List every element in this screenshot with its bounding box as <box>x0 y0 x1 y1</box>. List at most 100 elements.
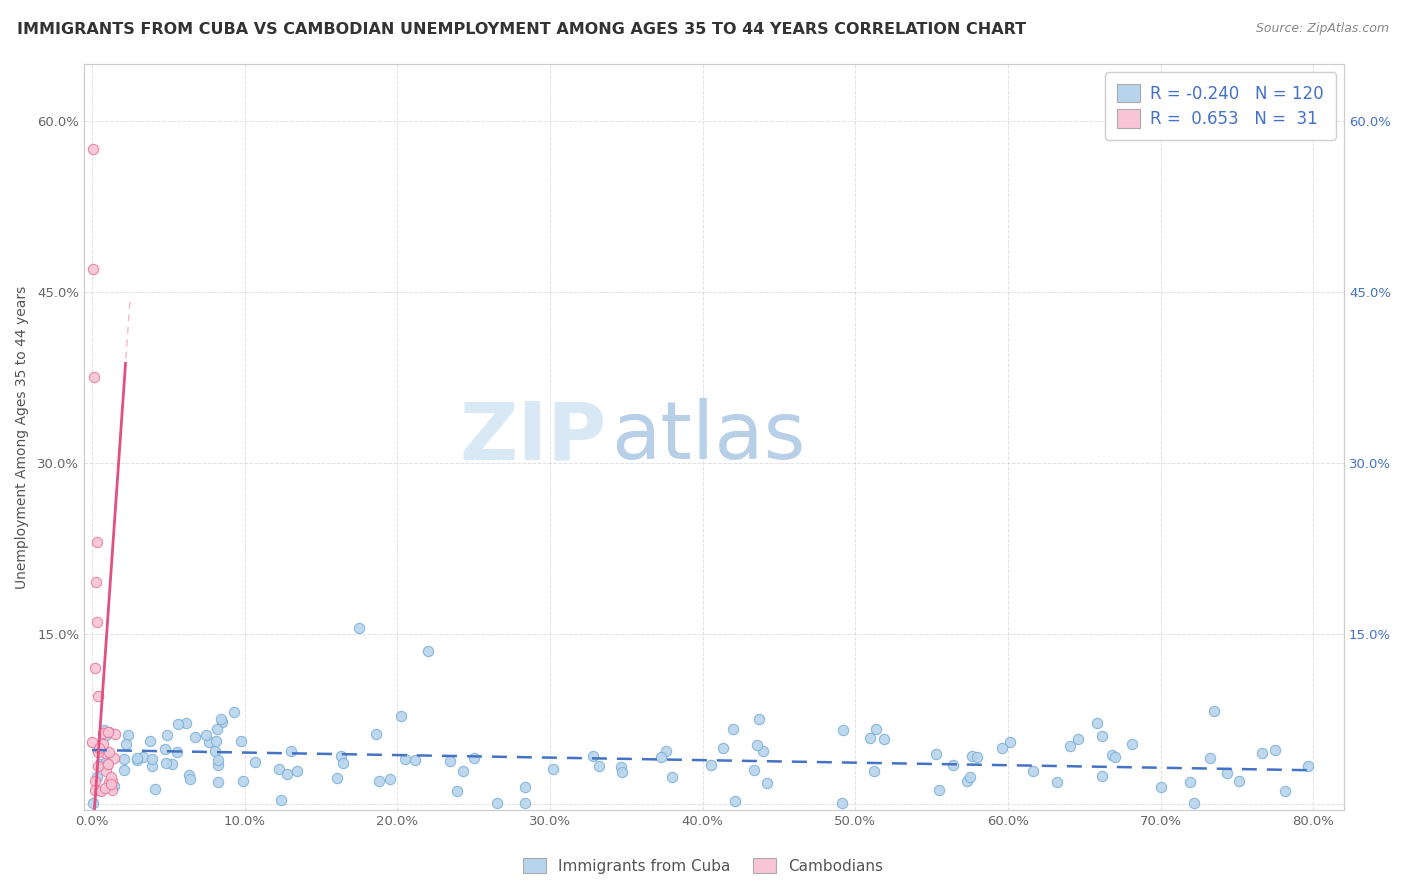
Point <box>446 784 468 798</box>
Point <box>209 712 232 726</box>
Point <box>83 773 105 788</box>
Point <box>1274 783 1296 797</box>
Point <box>94 747 117 761</box>
Point <box>960 748 983 763</box>
Point <box>84 782 107 797</box>
Point <box>183 731 205 745</box>
Point <box>96 758 118 772</box>
Point <box>166 745 188 759</box>
Point <box>368 773 391 788</box>
Point <box>100 776 122 790</box>
Point <box>167 716 190 731</box>
Point <box>1202 704 1225 718</box>
Point <box>745 738 768 752</box>
Point <box>873 732 896 747</box>
Point <box>101 773 124 788</box>
Point <box>1091 769 1114 783</box>
Point <box>91 737 114 751</box>
Point <box>207 758 229 772</box>
Point <box>82 735 104 749</box>
Point <box>243 756 266 770</box>
Point <box>141 759 163 773</box>
Point <box>998 735 1021 749</box>
Point <box>332 756 354 771</box>
Point <box>748 712 770 726</box>
Point <box>990 740 1012 755</box>
Point <box>711 741 734 756</box>
Point <box>207 753 229 767</box>
Text: Source: ZipAtlas.com: Source: ZipAtlas.com <box>1256 22 1389 36</box>
Point <box>98 724 121 739</box>
Point <box>156 728 179 742</box>
Point <box>378 772 401 786</box>
Point <box>928 783 950 797</box>
Point <box>863 764 886 779</box>
Point <box>1215 766 1237 780</box>
Point <box>101 783 124 797</box>
Point <box>125 753 148 767</box>
Point <box>285 764 308 779</box>
Point <box>486 796 509 810</box>
Point <box>959 770 981 784</box>
Point <box>222 705 245 719</box>
Point <box>1104 749 1126 764</box>
Point <box>112 752 135 766</box>
Point <box>1199 751 1222 765</box>
Point <box>280 744 302 758</box>
Point <box>117 728 139 742</box>
Point <box>752 743 775 757</box>
Point <box>865 722 887 736</box>
Point <box>966 750 988 764</box>
Point <box>94 764 117 778</box>
Point <box>347 621 370 635</box>
Point <box>326 772 349 786</box>
Point <box>515 796 537 810</box>
Point <box>515 780 537 794</box>
Point <box>329 748 352 763</box>
Point <box>207 775 229 789</box>
Point <box>84 575 107 590</box>
Point <box>103 750 125 764</box>
Point <box>541 763 564 777</box>
Point <box>439 754 461 768</box>
Point <box>700 757 723 772</box>
Point <box>87 745 110 759</box>
Point <box>100 779 122 793</box>
Point <box>858 731 880 745</box>
Point <box>1046 775 1069 789</box>
Point <box>721 722 744 736</box>
Point <box>463 751 485 765</box>
Point <box>1227 773 1250 788</box>
Point <box>160 756 183 771</box>
Point <box>232 774 254 789</box>
Point <box>90 783 112 797</box>
Point <box>724 794 747 808</box>
Point <box>177 767 200 781</box>
Point <box>1091 729 1114 743</box>
Point <box>87 689 110 703</box>
Point <box>82 796 104 810</box>
Point <box>86 615 108 629</box>
Point <box>82 143 104 157</box>
Point <box>194 728 217 742</box>
Point <box>832 723 855 738</box>
Point <box>198 734 221 748</box>
Point <box>97 775 120 789</box>
Point <box>94 781 117 796</box>
Point <box>582 749 605 764</box>
Legend: R = -0.240   N = 120, R =  0.653   N =  31: R = -0.240 N = 120, R = 0.653 N = 31 <box>1105 72 1336 140</box>
Point <box>1066 731 1088 746</box>
Point <box>925 747 948 761</box>
Point <box>91 726 114 740</box>
Point <box>174 715 197 730</box>
Point <box>1178 774 1201 789</box>
Point <box>179 772 201 786</box>
Point <box>609 760 631 774</box>
Point <box>138 734 160 748</box>
Point <box>276 767 298 781</box>
Point <box>211 715 233 730</box>
Point <box>451 764 474 778</box>
Point <box>1182 796 1205 810</box>
Text: ZIP: ZIP <box>460 398 607 476</box>
Text: atlas: atlas <box>610 398 806 476</box>
